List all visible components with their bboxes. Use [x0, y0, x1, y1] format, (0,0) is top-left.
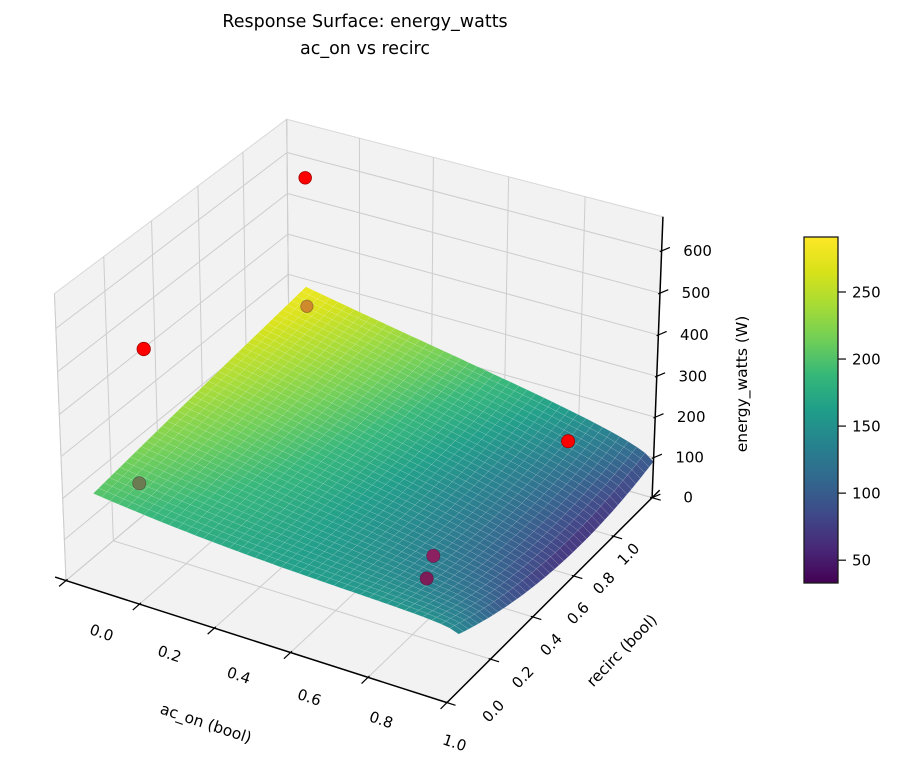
chart-title-line2: ac_on vs recirc — [300, 39, 430, 59]
svg-text:0.2: 0.2 — [155, 642, 183, 667]
svg-text:0.6: 0.6 — [563, 599, 593, 629]
svg-text:400: 400 — [680, 326, 709, 344]
scatter-point-occluded — [419, 571, 434, 586]
scatter-point — [298, 171, 312, 185]
surface-mesh — [92, 286, 654, 635]
colorbar-tick-label: 150 — [852, 418, 881, 436]
svg-text:1.0: 1.0 — [440, 731, 468, 756]
scatter-point — [561, 434, 576, 449]
svg-text:0.8: 0.8 — [367, 708, 395, 733]
svg-text:0.8: 0.8 — [589, 568, 619, 598]
y-axis-title: recirc (bool) — [583, 611, 661, 690]
x-axis-title: ac_on (bool) — [158, 700, 254, 748]
colorbar-tick-label: 100 — [852, 485, 881, 503]
axis-tick-labels: 0.00.20.40.60.81.00.00.20.40.60.81.00100… — [87, 242, 712, 755]
svg-text:0.0: 0.0 — [479, 696, 509, 726]
scatter-point-occluded — [300, 299, 314, 313]
svg-text:0.6: 0.6 — [295, 685, 323, 710]
svg-text:0.4: 0.4 — [536, 630, 566, 660]
chart-title-line1: Response Surface: energy_watts — [222, 12, 508, 32]
svg-text:100: 100 — [675, 449, 704, 467]
colorbar-tick-label: 200 — [852, 351, 881, 369]
scatter-point — [136, 341, 151, 357]
axis-spines — [54, 216, 664, 704]
axis-tick-marks — [58, 246, 671, 710]
svg-text:0.4: 0.4 — [225, 663, 253, 688]
svg-text:0: 0 — [683, 489, 693, 507]
svg-text:500: 500 — [682, 284, 711, 302]
scatter-point-occluded — [132, 476, 147, 491]
svg-text:0.2: 0.2 — [508, 662, 538, 692]
svg-text:1.0: 1.0 — [614, 539, 644, 569]
svg-text:200: 200 — [677, 408, 706, 426]
scatter-point-occluded — [426, 548, 441, 563]
colorbar-tick-label: 50 — [852, 552, 871, 570]
scatter-points — [132, 171, 576, 586]
svg-text:300: 300 — [678, 367, 707, 385]
colorbar: 50 100 150 200 250 — [803, 236, 881, 584]
colorbar-gradient — [803, 236, 839, 584]
z-axis-title: energy_watts (W) — [733, 316, 752, 453]
chart-title: Response Surface: energy_watts ac_on vs … — [0, 9, 730, 63]
colorbar-tick-label: 250 — [852, 283, 881, 301]
svg-text:600: 600 — [683, 242, 712, 260]
svg-text:0.0: 0.0 — [87, 621, 115, 646]
